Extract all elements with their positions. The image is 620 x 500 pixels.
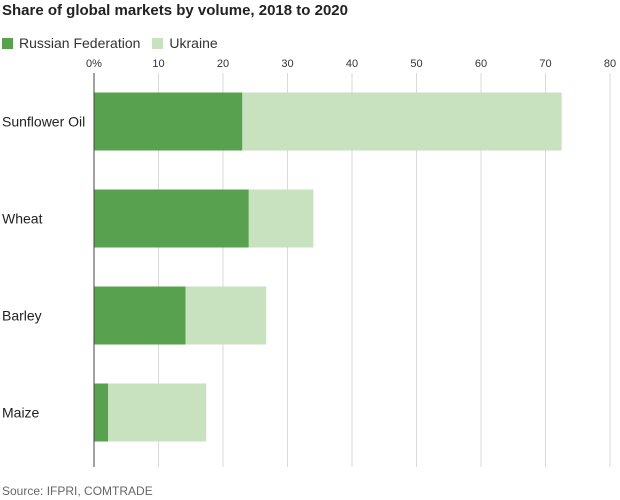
bar-chart: 0% 10 20 30 40 50 60 70 80 Sunflower Oil Wheat Barl… <box>2 58 616 467</box>
category-label: Maize <box>2 405 40 421</box>
chart-title: Share of global markets by volume, 2018 … <box>2 2 348 19</box>
bar-ukraine <box>242 92 562 151</box>
x-tick-label: 0% <box>86 58 102 70</box>
bar-russia <box>94 286 186 345</box>
category-label: Wheat <box>2 211 43 227</box>
x-tick-label: 60 <box>475 58 487 70</box>
legend-swatch-ukraine <box>152 37 164 49</box>
legend-label-russia: Russian Federation <box>19 35 141 51</box>
bar-russia <box>94 189 249 248</box>
bar-russia <box>94 383 109 442</box>
x-tick-label: 80 <box>604 58 616 70</box>
bar-ukraine <box>248 189 314 248</box>
bar-russia <box>94 92 243 151</box>
bar-ukraine <box>108 383 207 442</box>
source-note: Source: IFPRI, COMTRADE <box>2 484 153 498</box>
legend-item-ukraine: Ukraine <box>152 35 218 51</box>
x-tick-label: 20 <box>217 58 229 70</box>
x-tick-label: 30 <box>281 58 293 70</box>
legend: Russian Federation Ukraine <box>2 35 230 51</box>
legend-swatch-russia <box>2 37 13 49</box>
x-tick-label: 70 <box>539 58 551 70</box>
legend-item-russia: Russian Federation <box>2 35 140 51</box>
x-tick-label: 10 <box>152 58 164 70</box>
x-tick-label: 50 <box>410 58 422 70</box>
x-tick-label: 40 <box>346 58 358 70</box>
category-label: Barley <box>2 308 42 324</box>
bar-ukraine <box>185 286 267 345</box>
legend-label-ukraine: Ukraine <box>169 35 218 51</box>
category-label: Sunflower Oil <box>2 114 85 130</box>
